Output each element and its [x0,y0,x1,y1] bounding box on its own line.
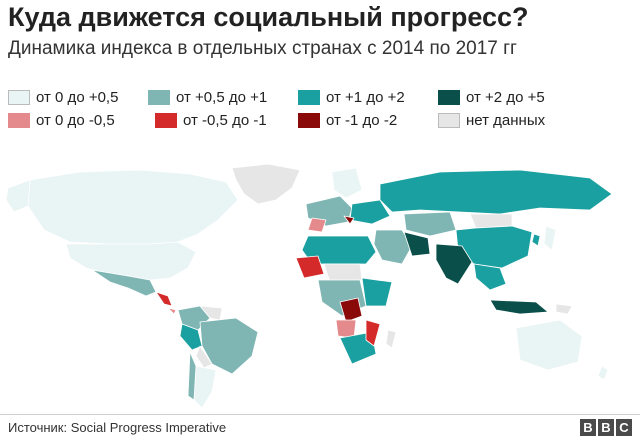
country-west-africa-mali [295,255,325,279]
country-alaska [5,179,31,213]
logo-letter: B [580,419,596,436]
country-scandinavia [331,167,363,199]
country-usa [65,241,197,281]
legend-label: от +0,5 до +1 [176,88,268,106]
country-mexico [91,269,157,297]
legend-item-no-data: нет данных [438,111,545,129]
country-mozambique [365,319,381,347]
country-russia [379,169,613,215]
country-greenland [231,163,301,205]
country-new-zealand [597,365,609,381]
footer-divider [0,414,640,415]
legend-label: от 0 до +0,5 [36,88,119,106]
legend-item-minus-0.5-to-minus-1: от -0,5 до -1 [155,111,267,129]
country-spain [307,217,327,233]
country-iran [403,231,431,257]
legend-swatch [155,112,177,128]
country-mongolia [469,213,513,229]
country-korea [531,233,541,247]
legend-item-0-to-0.5: от 0 до +0,5 [8,88,118,106]
country-panama [167,307,177,315]
logo-letter: B [598,419,614,436]
legend-swatch [148,89,170,105]
country-sahel [323,263,363,283]
legend-item-minus-1-to-minus-2: от -1 до -2 [298,111,397,129]
country-middle-east [373,229,413,265]
legend-item-0-to-minus-0.5: от 0 до -0,5 [8,111,115,129]
country-canada [27,169,239,245]
source-note: Источник: Social Progress Imperative [8,420,227,435]
country-kazakhstan [403,211,457,237]
legend-swatch [8,89,30,105]
chart-subtitle: Динамика индекса в отдельных странах с 2… [8,38,517,59]
legend-swatch [438,89,460,105]
legend-label: от +2 до +5 [466,88,545,106]
bbc-logo: B B C [580,419,632,436]
legend-label: от -1 до -2 [326,111,398,129]
country-central-america [155,291,173,307]
country-japan [543,225,557,251]
country-peru [179,323,203,351]
country-drc [339,297,363,323]
country-india [435,243,473,285]
legend-swatch [298,89,320,105]
legend-label: от 0 до -0,5 [36,111,115,129]
country-png [555,303,573,315]
country-se-asia [473,263,507,291]
country-east-africa [361,277,393,307]
legend-item-0.5-to-1: от +0,5 до +1 [148,88,267,106]
legend-label: от +1 до +2 [326,88,405,106]
country-brazil [199,317,259,375]
legend-label: нет данных [466,111,546,129]
country-balkans [343,215,355,225]
legend-label: от -0,5 до -1 [183,111,267,129]
legend-item-2-to-5: от +2 до +5 [438,88,545,106]
country-madagascar [385,329,397,349]
country-argentina [193,365,217,409]
logo-letter: C [616,419,632,436]
world-map [5,163,613,409]
country-chile [187,351,197,401]
legend-item-1-to-2: от +1 до +2 [298,88,405,106]
country-north-africa [301,235,377,265]
legend-swatch [298,112,320,128]
country-australia [515,319,583,371]
legend-swatch [438,112,460,128]
country-indonesia [489,299,549,315]
legend-swatch [8,112,30,128]
chart-title: Куда движется социальный прогресс? [8,2,529,32]
